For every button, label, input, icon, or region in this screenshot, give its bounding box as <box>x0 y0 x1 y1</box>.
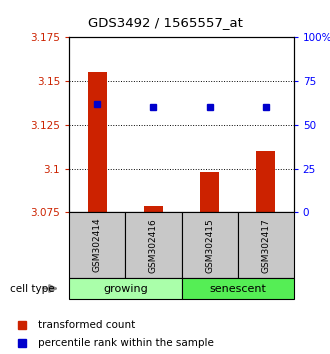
Bar <box>125 212 182 278</box>
Bar <box>256 151 276 212</box>
Text: GSM302417: GSM302417 <box>261 218 270 273</box>
Bar <box>69 212 125 278</box>
Text: senescent: senescent <box>209 284 266 293</box>
Bar <box>144 206 163 212</box>
Text: transformed count: transformed count <box>38 320 136 330</box>
Bar <box>182 278 294 299</box>
Text: GSM302415: GSM302415 <box>205 218 214 273</box>
Text: GSM302414: GSM302414 <box>93 218 102 273</box>
Bar <box>87 72 107 212</box>
Text: GDS3492 / 1565557_at: GDS3492 / 1565557_at <box>87 16 243 29</box>
Text: cell type: cell type <box>10 284 54 293</box>
Bar <box>182 212 238 278</box>
Bar <box>238 212 294 278</box>
Text: growing: growing <box>103 284 148 293</box>
Bar <box>69 278 182 299</box>
Text: percentile rank within the sample: percentile rank within the sample <box>38 338 214 348</box>
Text: GSM302416: GSM302416 <box>149 218 158 273</box>
Bar <box>200 172 219 212</box>
